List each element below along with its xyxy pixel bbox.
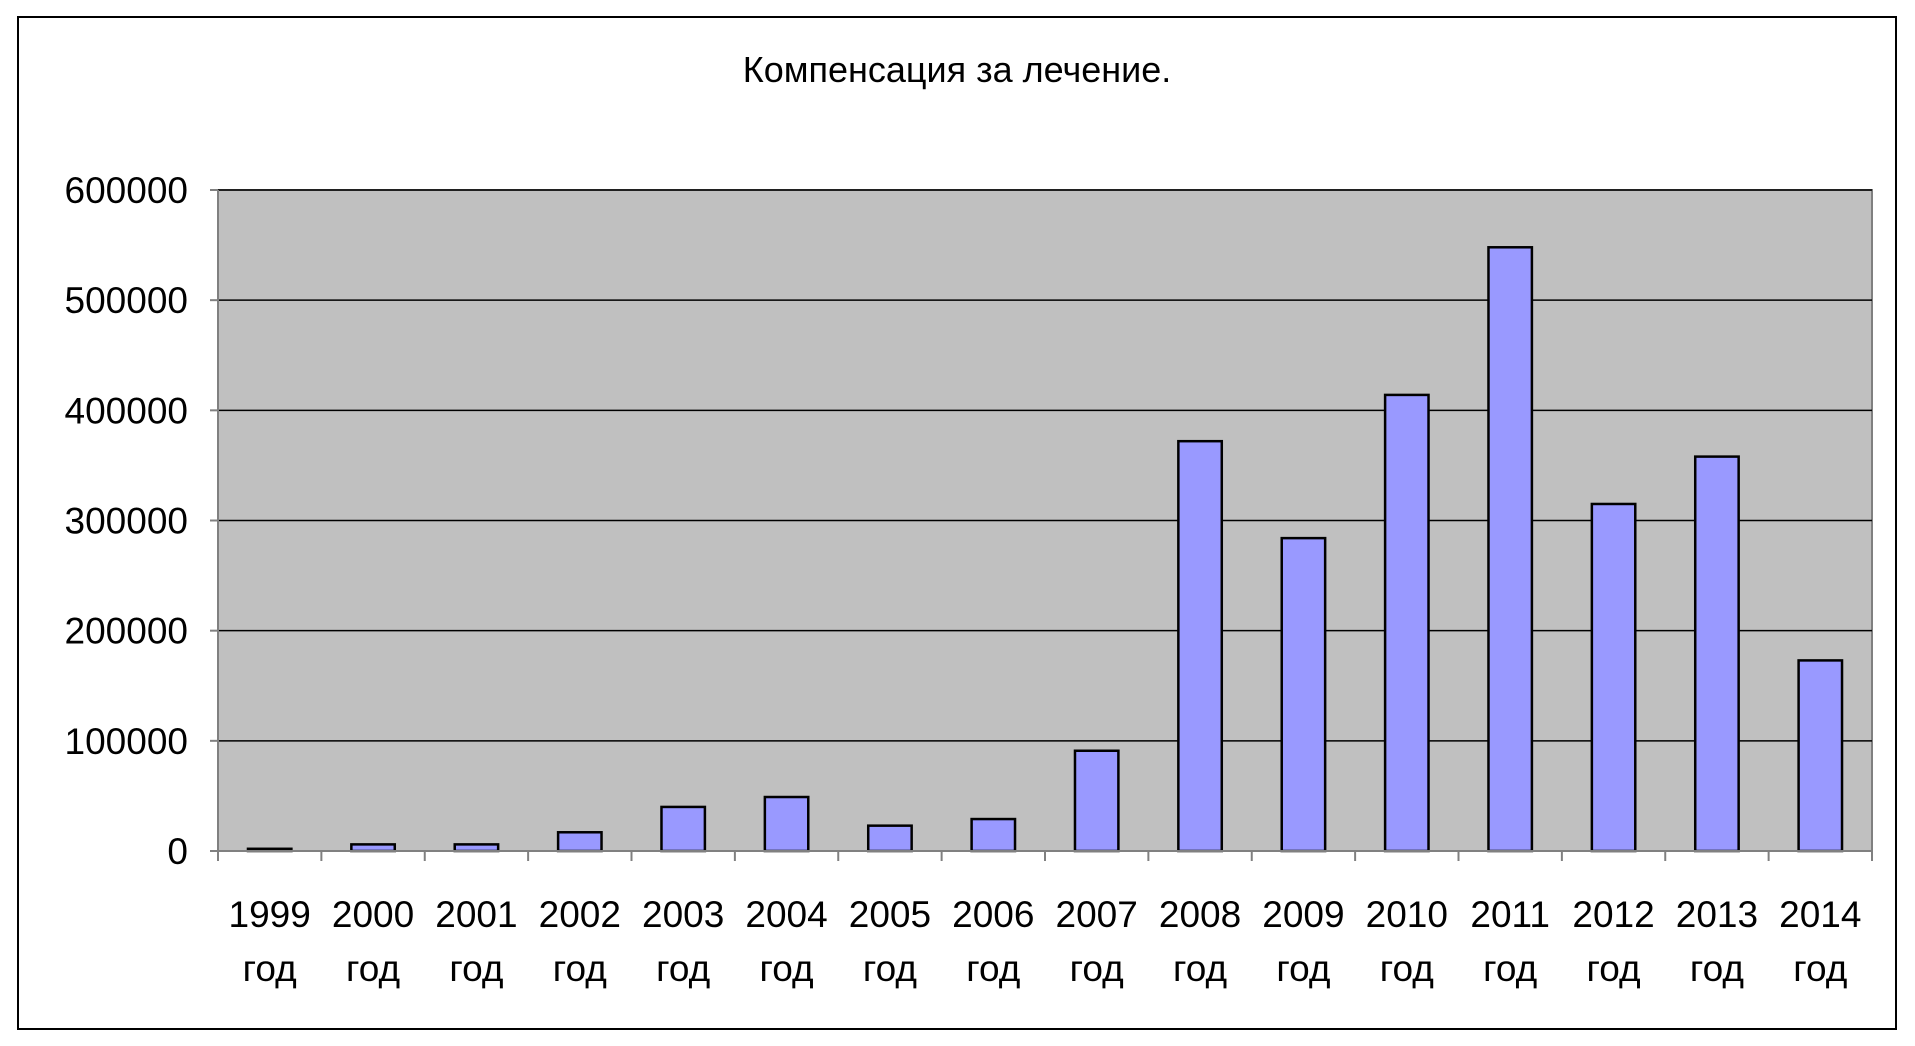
x-tick-label: 2004 год [745,894,827,989]
gridlines [218,189,1872,742]
y-tick-label: 300000 [65,501,188,542]
y-tick-label: 200000 [65,611,188,652]
bar-2013 [1693,455,1740,853]
bar-2014 [1797,659,1844,853]
y-tick-label: 500000 [65,280,188,321]
bar-2004 [763,795,810,853]
bar-2011 [1487,246,1534,853]
bar-2007 [1073,749,1120,853]
chart-title: Компенсация за лечение. [743,49,1172,90]
x-tick-label: 2002 год [539,894,621,989]
x-tick-label: 2001 год [435,894,517,989]
x-tick-label: 2006 год [952,894,1034,989]
bar-2009 [1280,536,1327,853]
y-tick-label: 0 [167,831,188,872]
x-tick-label: 2005 год [849,894,931,989]
bar-2005 [866,824,913,853]
x-tick-label: 2008 год [1159,894,1241,989]
x-tick-label: 2009 год [1262,894,1344,989]
y-axis-tick-labels: 0 100000 200000 300000 400000 500000 600000 [65,170,188,872]
bar-2012 [1590,502,1637,853]
y-tick-label: 100000 [65,721,188,762]
x-tick-label: 1999 год [229,894,311,989]
x-tick-label: 2011 год [1470,894,1550,989]
x-tick-label: 2010 год [1366,894,1448,989]
bar-2002 [556,831,603,853]
x-tick-label: 2003 год [642,894,724,989]
bar-2006 [970,817,1017,853]
y-tick-label: 400000 [65,390,188,431]
x-tick-label: 2014 год [1779,894,1861,989]
bar-2008 [1177,439,1224,853]
x-tick-label: 2000 год [332,894,414,989]
x-tick-label: 2012 год [1572,894,1654,989]
x-tick-label: 2007 год [1056,894,1138,989]
axes [210,189,1873,861]
bar-2010 [1383,393,1430,853]
x-tick-label: 2013 год [1676,894,1758,989]
x-axis-tick-labels: 1999 год 2000 год 2001 год 2002 год 2003 год 2004 г… [229,894,1862,989]
bar-2003 [660,805,707,853]
y-tick-label: 600000 [65,170,188,211]
